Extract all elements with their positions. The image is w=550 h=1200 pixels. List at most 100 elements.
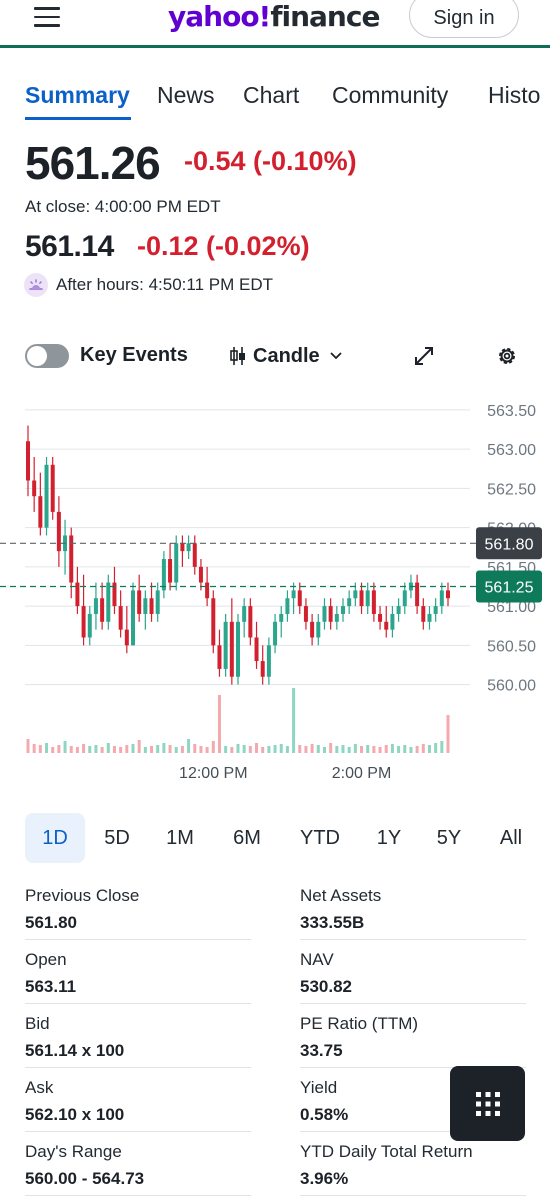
volume-bar xyxy=(88,746,92,753)
range-5d[interactable]: 5D xyxy=(104,826,130,849)
volume-bar xyxy=(230,747,234,753)
candle-body xyxy=(359,590,364,607)
range-5y[interactable]: 5Y xyxy=(436,826,462,849)
tab-community[interactable]: Community xyxy=(332,82,449,108)
hamburger-menu-icon[interactable] xyxy=(34,7,60,27)
chart-type-dropdown[interactable]: Candle xyxy=(229,342,342,370)
volume-bar xyxy=(211,741,215,753)
stat-value: 33.75 xyxy=(300,1041,343,1060)
stat-value: 562.10 x 100 xyxy=(25,1105,125,1124)
volume-bar xyxy=(143,747,147,753)
sign-in-button[interactable]: Sign in xyxy=(409,0,519,38)
volume-bar xyxy=(415,746,419,753)
candle-body xyxy=(137,590,142,614)
candle-body xyxy=(198,566,203,583)
stat-label: Previous Close xyxy=(25,886,140,905)
stat-value: 560.00 - 564.73 xyxy=(25,1169,145,1188)
chart-type-label: Candle xyxy=(253,344,320,367)
expand-icon[interactable] xyxy=(412,344,436,368)
candle-body xyxy=(192,543,197,567)
volume-bar xyxy=(360,746,364,753)
volume-bar xyxy=(304,746,308,753)
candle-body xyxy=(446,590,450,599)
tab-news[interactable]: News xyxy=(157,82,215,108)
range-ytd[interactable]: YTD xyxy=(300,826,340,849)
yahoo-finance-logo[interactable]: yahoo!finance xyxy=(168,0,380,33)
candle-body xyxy=(143,598,148,614)
volume-bar xyxy=(26,739,30,753)
stat-nav: NAV 530.82 xyxy=(300,950,526,1004)
candle-body xyxy=(236,621,240,677)
stat-label: Ask xyxy=(25,1078,54,1097)
volume-bar xyxy=(347,747,351,753)
stat-label: Open xyxy=(25,950,67,969)
candle-body xyxy=(81,606,86,638)
candle-body xyxy=(248,606,253,638)
volume-bar xyxy=(366,745,370,753)
candle-body xyxy=(415,582,420,607)
range-all[interactable]: All xyxy=(499,826,523,849)
stat-value: 563.11 xyxy=(25,977,77,996)
volume-bar xyxy=(322,747,326,753)
current-price: 561.26 xyxy=(25,137,161,189)
settings-gear-icon[interactable] xyxy=(495,344,519,368)
candle-body xyxy=(168,559,173,583)
candle-body xyxy=(44,464,49,528)
volume-bar xyxy=(255,743,259,753)
tab-chart[interactable]: Chart xyxy=(243,82,300,108)
candle-body xyxy=(433,606,438,614)
volume-bar xyxy=(51,747,55,753)
volume-bar xyxy=(112,746,116,753)
volume-bar xyxy=(298,745,302,753)
y-tick-label: 563.50 xyxy=(487,403,536,420)
candle-body xyxy=(353,590,358,599)
stat-yield: Yield 0.58% xyxy=(300,1078,526,1132)
volume-bar xyxy=(125,745,129,753)
tab-history[interactable]: Histo xyxy=(488,82,541,108)
x-tick-label: 2:00 PM xyxy=(332,765,392,782)
candle-body xyxy=(211,598,216,646)
candle-body xyxy=(427,613,432,622)
candle-body xyxy=(131,590,135,646)
candle-body xyxy=(316,621,321,638)
price-chart[interactable]: 563.50563.00562.50562.00561.50561.00560.… xyxy=(0,385,550,785)
range-1y[interactable]: 1Y xyxy=(376,826,402,849)
candle-body xyxy=(322,606,327,622)
volume-bar xyxy=(94,745,98,753)
candle-body xyxy=(242,606,247,622)
volume-bar xyxy=(38,745,42,753)
key-events-toggle[interactable] xyxy=(25,344,69,368)
range-1m[interactable]: 1M xyxy=(166,826,194,849)
candle-body xyxy=(186,543,191,552)
volume-bar xyxy=(57,745,61,753)
candle-body xyxy=(118,606,123,630)
candle-body xyxy=(347,598,352,607)
volume-bar xyxy=(150,746,154,753)
volume-bar xyxy=(119,747,123,753)
volume-bar xyxy=(187,739,191,753)
volume-bar xyxy=(341,745,345,753)
range-1d[interactable]: 1D xyxy=(25,813,85,863)
candle-body xyxy=(106,582,111,622)
range-6m[interactable]: 6M xyxy=(233,826,261,849)
candle-body xyxy=(75,582,80,607)
volume-bar xyxy=(45,743,49,753)
grid-menu-button[interactable] xyxy=(450,1066,525,1141)
stat-value: 0.58% xyxy=(300,1105,349,1124)
stat-label: PE Ratio (TTM) xyxy=(300,1014,419,1033)
volume-bar xyxy=(156,745,160,753)
volume-bar xyxy=(440,741,444,753)
candle-body xyxy=(124,629,129,646)
after-hours-price: 561.14 xyxy=(25,230,114,263)
candle-body xyxy=(161,559,166,591)
candle-body xyxy=(87,613,92,638)
volume-bar xyxy=(421,744,425,753)
stat-label: NAV xyxy=(300,950,334,969)
volume-bar xyxy=(378,747,382,753)
volume-bar xyxy=(131,744,135,753)
previous-close-tag xyxy=(476,527,542,560)
previous-close-tag-label: 561.80 xyxy=(485,536,534,553)
y-tick-label: 562.50 xyxy=(487,481,536,498)
tab-summary[interactable]: Summary xyxy=(25,82,130,108)
volume-bar xyxy=(168,745,172,753)
